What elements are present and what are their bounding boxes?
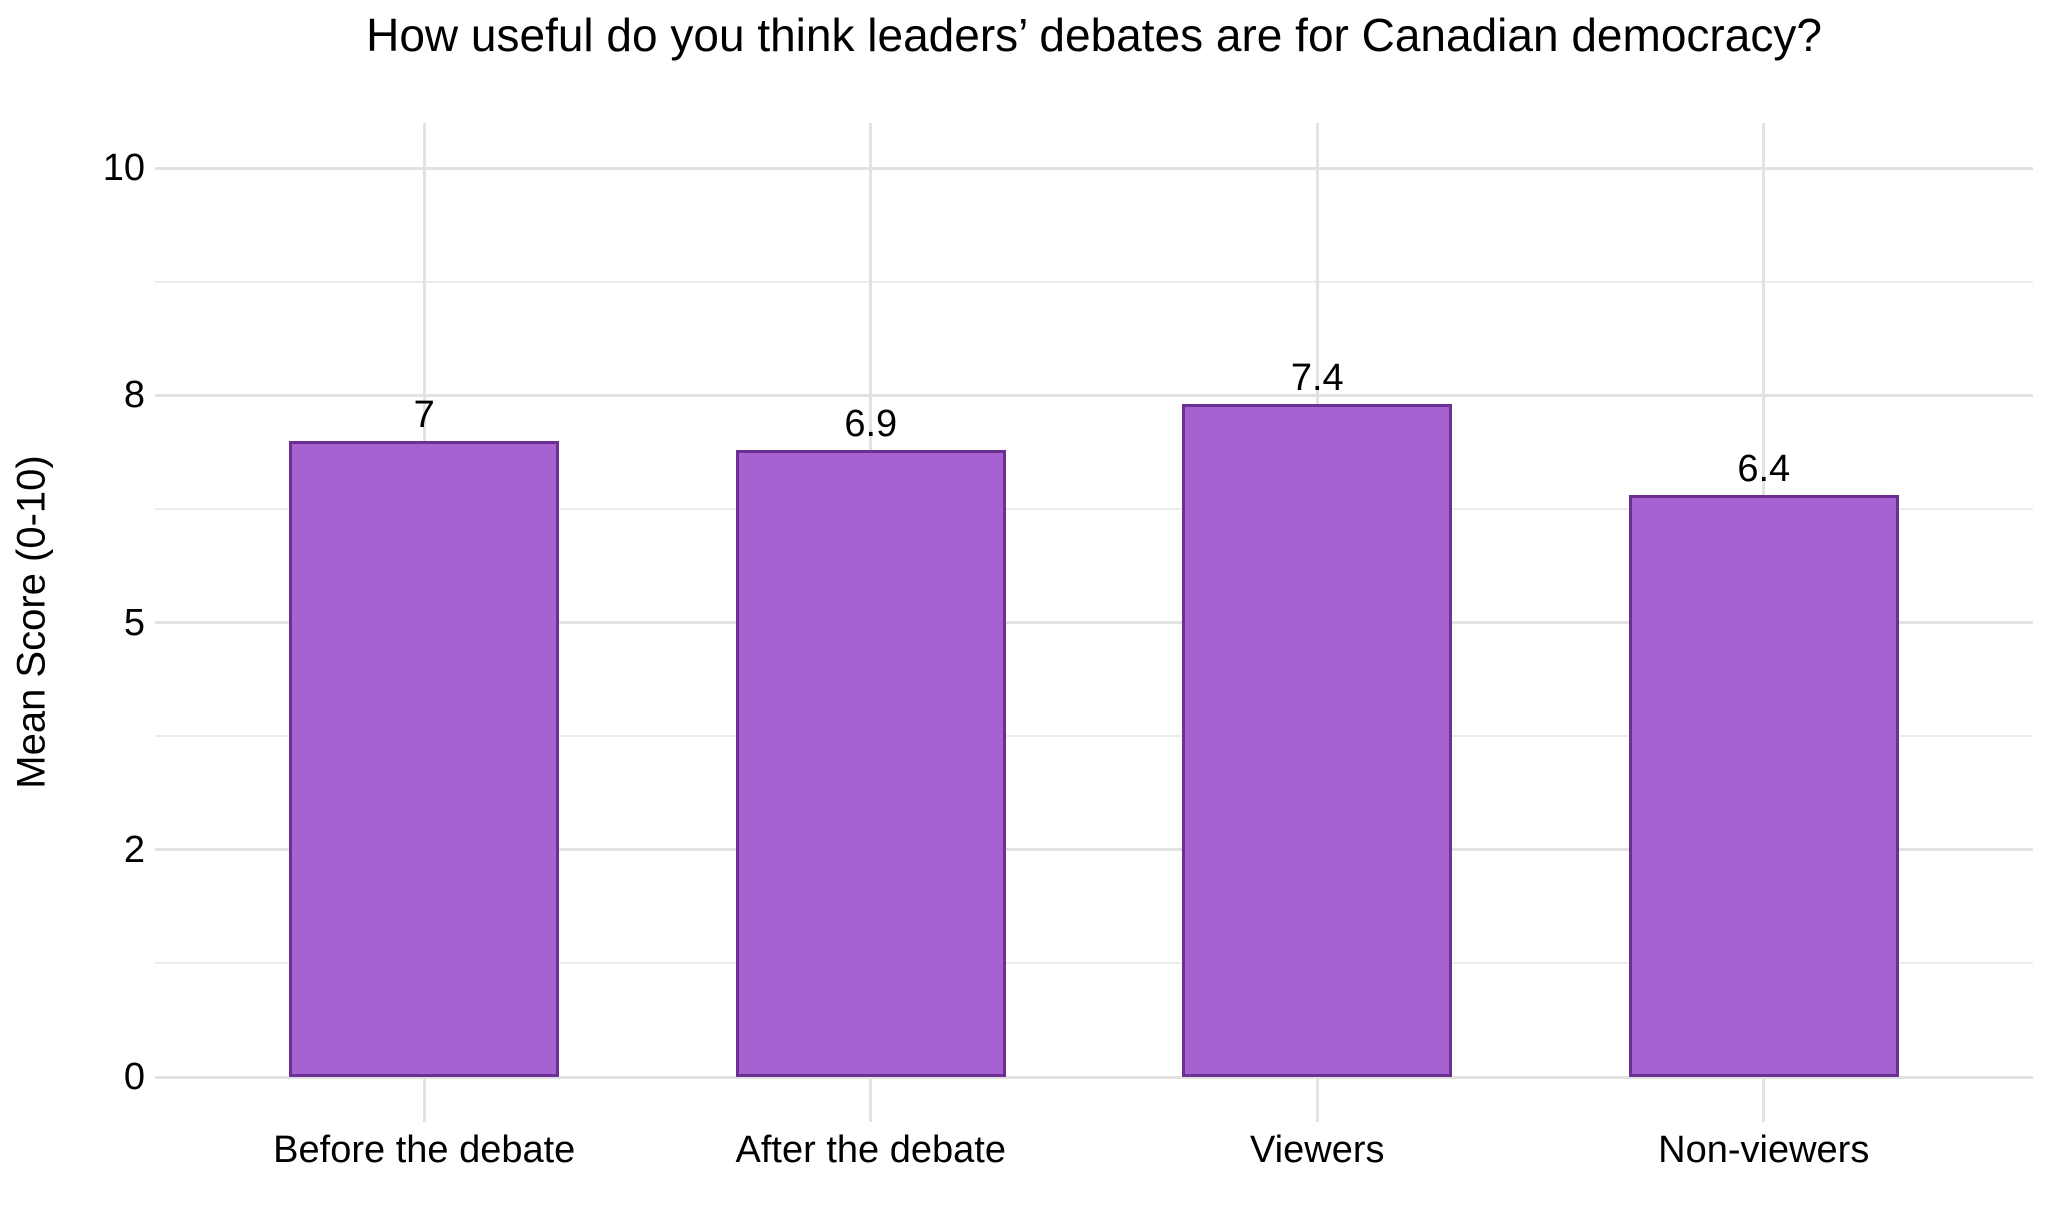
bar-value-label: 7.4: [1290, 357, 1344, 400]
gridline-major: [155, 621, 2033, 624]
x-category-label: After the debate: [735, 1129, 1006, 1171]
y-tick-label: 0: [123, 1056, 145, 1098]
y-tick-label: 10: [102, 147, 145, 189]
gridline-minor: [155, 962, 2033, 965]
y-tick-label: 8: [123, 374, 145, 417]
plot-area: 7 6.9 7.4 6.4: [155, 123, 2033, 1122]
bar-value-label: 6.9: [844, 402, 898, 445]
bar: [1628, 495, 1899, 1077]
gridline-minor: [155, 507, 2033, 510]
gridline-major: [155, 848, 2033, 852]
gridline-major: [155, 166, 2033, 170]
gridline-major: [155, 393, 2033, 397]
x-category-label: Viewers: [1250, 1129, 1385, 1171]
x-category-label: Before the debate: [273, 1129, 576, 1171]
bar: [735, 449, 1006, 1077]
chart-title: How useful do you think leaders’ debates…: [366, 9, 1822, 61]
bar: [289, 440, 560, 1077]
gridline-major: [155, 1075, 2033, 1079]
x-category-label: Non-viewers: [1658, 1129, 1870, 1171]
gridline-minor: [155, 280, 2033, 283]
bar: [1182, 404, 1453, 1077]
gridline-minor: [155, 735, 2033, 738]
y-tick-label: 2: [123, 828, 145, 871]
y-tick-label: 5: [123, 601, 145, 644]
bar-value-label: 6.4: [1737, 448, 1791, 491]
bar-value-label: 7: [413, 393, 435, 436]
